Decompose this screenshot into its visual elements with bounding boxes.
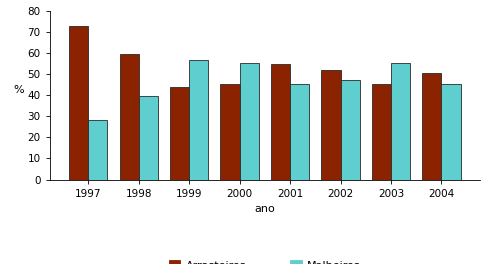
Bar bbox=[391, 63, 410, 180]
Bar bbox=[372, 84, 391, 180]
Bar bbox=[139, 96, 158, 180]
Bar bbox=[240, 63, 259, 180]
Bar bbox=[119, 54, 139, 180]
Bar bbox=[69, 26, 88, 180]
Bar bbox=[170, 87, 189, 180]
Bar bbox=[341, 80, 360, 180]
Bar bbox=[422, 73, 442, 180]
Bar bbox=[220, 84, 240, 180]
Bar bbox=[321, 70, 341, 180]
Bar bbox=[271, 64, 290, 180]
Bar bbox=[290, 84, 309, 180]
Bar bbox=[189, 60, 208, 180]
X-axis label: ano: ano bbox=[254, 204, 275, 214]
Y-axis label: %: % bbox=[14, 85, 24, 95]
Bar bbox=[88, 120, 107, 180]
Legend: Arrasteiros, Malheiros: Arrasteiros, Malheiros bbox=[164, 256, 365, 264]
Bar bbox=[442, 84, 460, 180]
